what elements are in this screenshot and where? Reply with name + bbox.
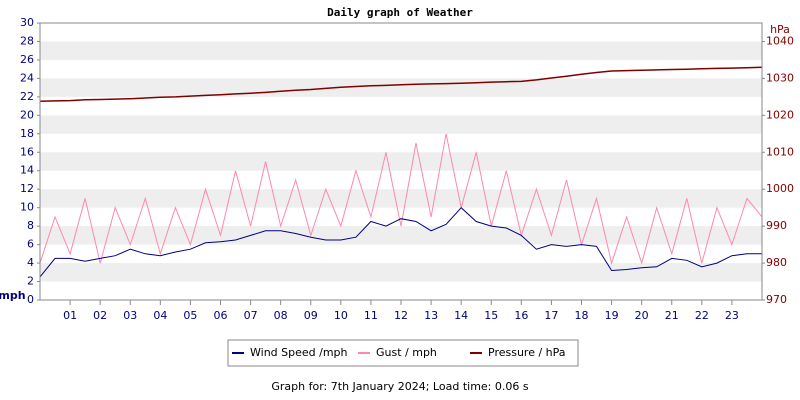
x-tick-label: 23 bbox=[725, 309, 739, 322]
y2-tick-label: 1020 bbox=[766, 108, 794, 121]
y2-tick-label: 990 bbox=[766, 219, 787, 232]
y2-tick-label: 970 bbox=[766, 293, 787, 306]
grid-band bbox=[40, 152, 762, 171]
y2-axis-label: hPa bbox=[770, 23, 790, 36]
x-tick-label: 06 bbox=[214, 309, 228, 322]
x-tick-label: 11 bbox=[364, 309, 378, 322]
y-tick-label: 4 bbox=[27, 256, 34, 269]
x-tick-label: 03 bbox=[123, 309, 137, 322]
x-tick-label: 20 bbox=[635, 309, 649, 322]
y-tick-label: 16 bbox=[20, 145, 34, 158]
y-tick-label: 14 bbox=[20, 164, 34, 177]
legend-label: Pressure / hPa bbox=[488, 346, 566, 359]
y-tick-label: 30 bbox=[20, 16, 34, 29]
legend-label: Wind Speed /mph bbox=[250, 346, 348, 359]
series-line bbox=[39, 206, 762, 278]
legend-label: Gust / mph bbox=[376, 346, 437, 359]
x-tick-label: 07 bbox=[244, 309, 258, 322]
y-axis-label: mph bbox=[0, 289, 26, 302]
y-tick-label: 12 bbox=[20, 182, 34, 195]
footer: Graph for: 7th January 2024; Load time: … bbox=[271, 380, 528, 393]
y2-tick-label: 1010 bbox=[766, 145, 794, 158]
legend-box bbox=[227, 339, 579, 367]
x-tick-label: 21 bbox=[665, 309, 679, 322]
y-tick-label: 0 bbox=[27, 293, 34, 306]
y2-tick-label: 980 bbox=[766, 256, 787, 269]
y-tick-label: 6 bbox=[27, 238, 34, 251]
x-tick-label: 15 bbox=[484, 309, 498, 322]
x-tick-label: 04 bbox=[153, 309, 167, 322]
x-tick-label: 01 bbox=[63, 309, 77, 322]
x-tick-label: 18 bbox=[575, 309, 589, 322]
y-tick-label: 26 bbox=[20, 53, 34, 66]
series-line bbox=[39, 66, 763, 103]
y-tick-label: 28 bbox=[20, 34, 34, 47]
x-tick-label: 05 bbox=[183, 309, 197, 322]
x-tick-label: 16 bbox=[514, 309, 528, 322]
y-tick-label: 10 bbox=[20, 201, 34, 214]
x-tick-label: 14 bbox=[454, 309, 468, 322]
x-tick-label: 02 bbox=[93, 309, 107, 322]
x-tick-label: 19 bbox=[605, 309, 619, 322]
x-tick-label: 13 bbox=[424, 309, 438, 322]
y-tick-label: 8 bbox=[27, 219, 34, 232]
y-tick-label: 20 bbox=[20, 108, 34, 121]
y-tick-label: 24 bbox=[20, 71, 34, 84]
x-tick-label: 12 bbox=[394, 309, 408, 322]
grid-band bbox=[40, 41, 762, 60]
x-tick-label: 10 bbox=[334, 309, 348, 322]
x-tick-label: 09 bbox=[304, 309, 318, 322]
grid-band bbox=[40, 263, 762, 282]
plot-frame bbox=[39, 22, 763, 301]
grid-band bbox=[40, 189, 762, 208]
y-tick-label: 2 bbox=[27, 275, 34, 288]
plot-area bbox=[39, 41, 763, 282]
chart-title: Daily graph of Weather bbox=[327, 6, 473, 19]
grid-band bbox=[40, 78, 762, 97]
x-tick-label: 08 bbox=[274, 309, 288, 322]
x-tick-label: 17 bbox=[544, 309, 558, 322]
y-tick-label: 22 bbox=[20, 90, 34, 103]
series-line bbox=[39, 133, 763, 265]
grid-band bbox=[40, 115, 762, 134]
y2-tick-label: 1040 bbox=[766, 34, 794, 47]
y-tick-label: 18 bbox=[20, 127, 34, 140]
x-tick-label: 22 bbox=[695, 309, 709, 322]
y2-tick-label: 1030 bbox=[766, 71, 794, 84]
grid-band bbox=[40, 226, 762, 245]
y2-tick-label: 1000 bbox=[766, 182, 794, 195]
